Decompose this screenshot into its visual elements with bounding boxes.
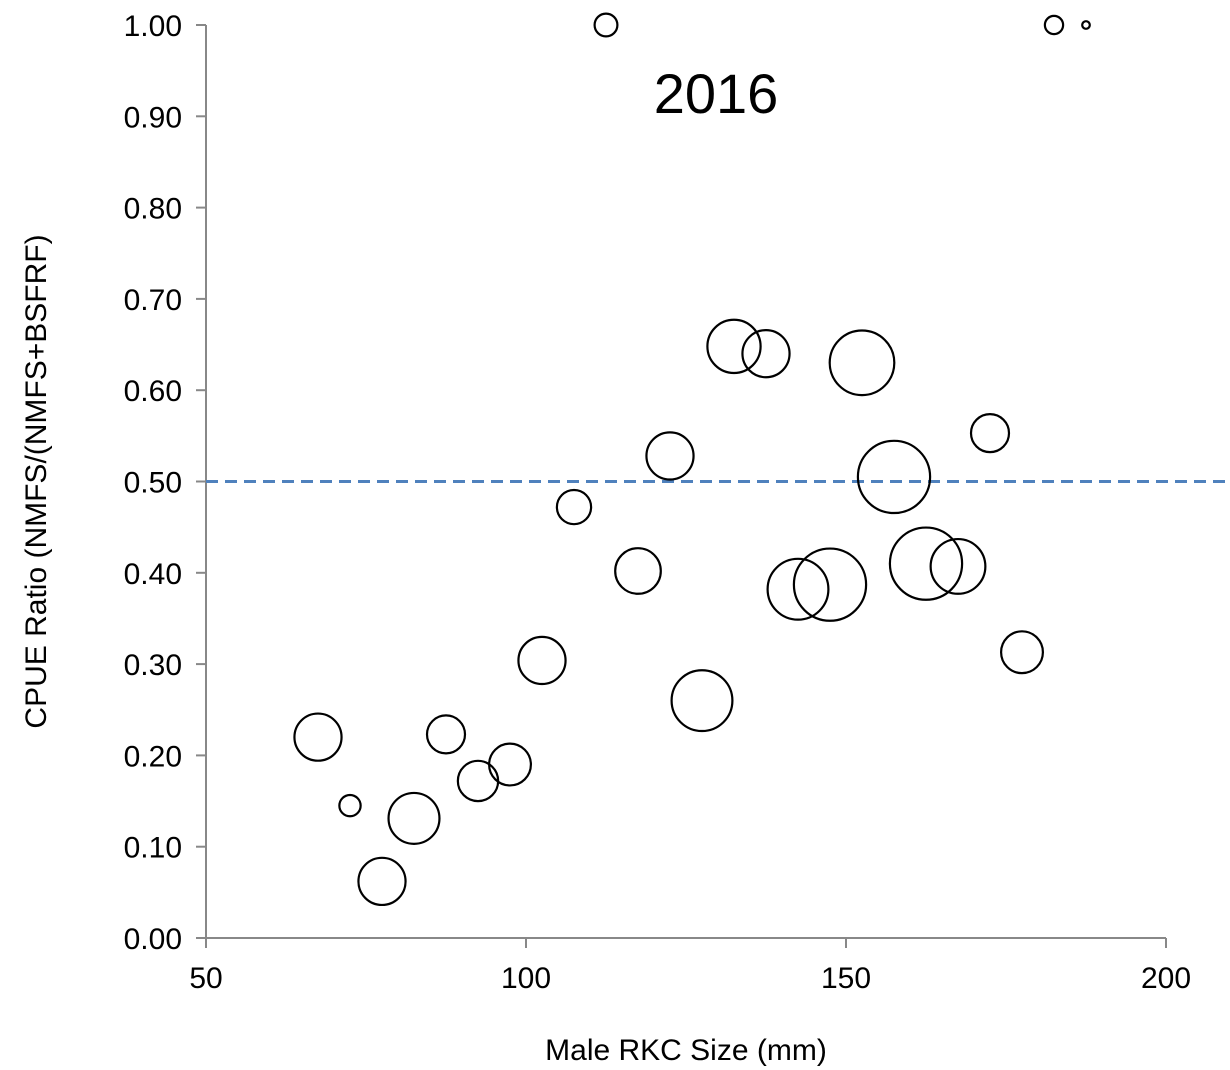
bubble-point	[830, 331, 895, 396]
bubble-point	[794, 549, 866, 621]
bubble-point	[672, 670, 733, 731]
bubble-point	[971, 414, 1009, 452]
y-tick-label: 1.00	[124, 10, 182, 43]
bubble-series	[294, 14, 1089, 905]
bubble-point	[518, 637, 565, 684]
y-tick-label: 0.90	[124, 101, 182, 134]
bubble-point	[294, 714, 341, 761]
y-axis-title: CPUE Ratio (NMFS/(NMFS+BSFRF)	[20, 234, 53, 728]
y-axis-ticks: 0.00 0.10 0.20 0.30 0.40 0.50 0.60 0.70 0.80 0.90…	[124, 10, 206, 956]
bubble-point	[339, 795, 360, 816]
bubble-point	[427, 715, 465, 753]
bubble-point	[858, 441, 930, 513]
bubble-point	[458, 761, 498, 801]
y-tick-label: 0.00	[124, 923, 182, 956]
x-tick-label: 200	[1141, 962, 1191, 995]
y-tick-label: 0.40	[124, 558, 182, 591]
bubble-point	[557, 490, 591, 524]
bubble-point	[1082, 21, 1090, 29]
y-tick-label: 0.50	[124, 467, 182, 500]
x-tick-label: 150	[821, 962, 871, 995]
y-tick-label: 0.60	[124, 375, 182, 408]
x-tick-label: 100	[501, 962, 551, 995]
plot-area: 0.00 0.10 0.20 0.30 0.40 0.50 0.60 0.70 0.80 0.90…	[124, 10, 1228, 995]
x-tick-label: 50	[189, 962, 222, 995]
bubble-point	[1001, 631, 1043, 673]
bubble-point	[1045, 16, 1063, 34]
bubble-point	[389, 793, 440, 844]
bubble-point	[358, 858, 405, 905]
bubble-point	[742, 330, 789, 377]
x-axis-ticks: 50 100 150 200	[189, 938, 1191, 995]
bubble-point	[890, 528, 962, 600]
bubble-point	[707, 320, 760, 373]
bubble-point	[646, 432, 693, 479]
y-tick-label: 0.20	[124, 740, 182, 773]
x-axis-title: Male RKC Size (mm)	[545, 1034, 827, 1067]
bubble-point	[489, 744, 531, 786]
year-annotation: 2016	[654, 62, 779, 125]
bubble-point	[595, 14, 618, 37]
y-tick-label: 0.10	[124, 832, 182, 865]
y-tick-label: 0.30	[124, 649, 182, 682]
bubble-point	[615, 548, 661, 594]
y-tick-label: 0.80	[124, 193, 182, 226]
y-tick-label: 0.70	[124, 284, 182, 317]
